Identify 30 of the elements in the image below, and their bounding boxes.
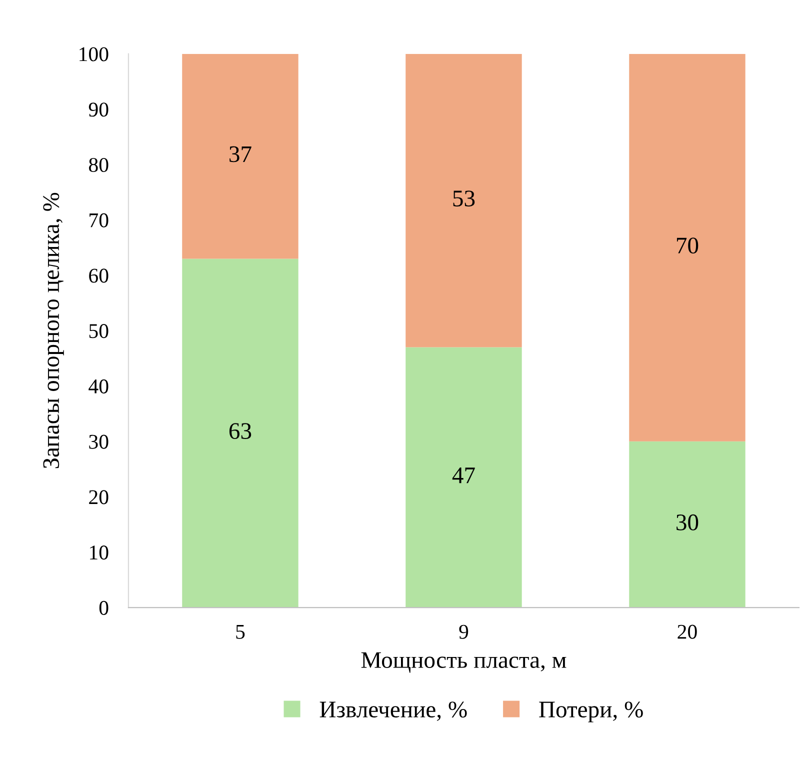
y-tick-label: 0: [99, 600, 108, 615]
x-tick-label: 20: [678, 624, 697, 639]
y-axis-title: Запасы опорного целика, %: [43, 192, 64, 468]
y-tick-label: 10: [90, 546, 108, 560]
bar: [406, 347, 522, 608]
y-tick-label: 50: [89, 324, 108, 338]
legend-label: Извлечение, %: [320, 702, 467, 721]
y-tick-label: 60: [89, 268, 108, 283]
data-label: 37: [230, 146, 252, 162]
x-tick-label: 5: [236, 624, 245, 639]
bar: [629, 54, 746, 442]
bar: [182, 54, 298, 259]
data-label: 63: [229, 423, 252, 440]
bar: [629, 441, 746, 608]
y-tick-label: 80: [88, 158, 108, 172]
y-tick-label: 90: [88, 102, 108, 117]
y-tick-label: 30: [89, 434, 108, 449]
data-label: 70: [676, 238, 698, 254]
data-label: 30: [676, 514, 698, 530]
data-label: 53: [453, 190, 475, 206]
bar: [182, 258, 298, 608]
bar: [406, 54, 522, 348]
y-tick-label: 20: [89, 490, 108, 504]
legend-label: Потери, %: [539, 702, 643, 722]
y-tick-label: 40: [88, 379, 108, 394]
x-axis-title: Мощность пласта, м: [361, 652, 566, 673]
y-tick-label: 70: [90, 213, 108, 228]
x-tick-label: 9: [459, 624, 468, 639]
y-tick-label: 100: [80, 47, 108, 62]
data-label: 47: [452, 468, 475, 484]
